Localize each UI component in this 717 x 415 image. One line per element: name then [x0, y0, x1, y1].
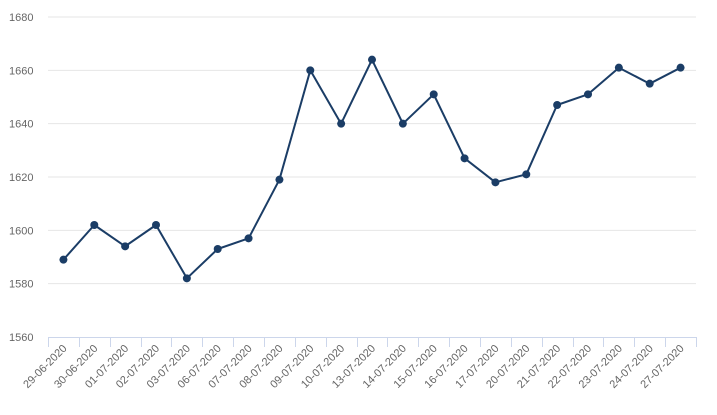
data-point[interactable] — [59, 255, 68, 264]
data-point[interactable] — [244, 234, 253, 243]
y-tick-label: 1560 — [9, 332, 33, 344]
series-layer — [59, 55, 685, 283]
grid-layer — [48, 16, 696, 285]
data-point[interactable] — [491, 178, 500, 187]
data-point[interactable] — [152, 221, 160, 229]
data-point[interactable] — [645, 79, 654, 88]
data-point[interactable] — [429, 90, 438, 99]
y-tick-label: 1620 — [9, 172, 33, 184]
x-axis: 29-06-202030-06-202001-07-202002-07-2020… — [21, 337, 697, 391]
data-point[interactable] — [275, 175, 284, 184]
y-tick-label: 1640 — [9, 119, 33, 131]
y-tick-label: 1680 — [9, 12, 33, 24]
data-point[interactable] — [676, 63, 685, 72]
data-point[interactable] — [553, 101, 562, 109]
data-point[interactable] — [306, 66, 315, 75]
data-point[interactable] — [368, 55, 376, 64]
data-point[interactable] — [460, 154, 469, 163]
data-point[interactable] — [182, 274, 191, 283]
data-point[interactable] — [584, 90, 592, 99]
data-point[interactable] — [337, 119, 346, 128]
y-axis: 1560 1580 1600 1620 1640 1660 1680 — [9, 12, 33, 344]
data-point[interactable] — [522, 170, 531, 179]
data-point[interactable] — [213, 245, 222, 253]
y-tick-label: 1600 — [9, 225, 33, 237]
y-tick-label: 1580 — [9, 279, 33, 291]
y-tick-label: 1660 — [9, 65, 33, 77]
data-point[interactable] — [121, 242, 130, 251]
data-point[interactable] — [398, 119, 407, 128]
data-point[interactable] — [90, 221, 99, 229]
data-point[interactable] — [614, 63, 623, 72]
